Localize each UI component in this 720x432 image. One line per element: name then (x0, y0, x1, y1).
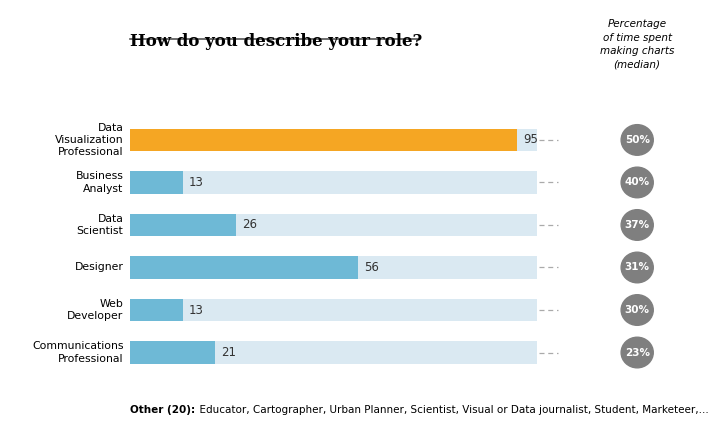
Text: Other (20):: Other (20): (130, 405, 194, 415)
Text: 37%: 37% (625, 220, 649, 230)
Text: 26: 26 (242, 219, 256, 232)
Text: 40%: 40% (625, 178, 649, 187)
Text: Designer: Designer (75, 263, 124, 273)
Bar (130, 257, 537, 279)
Text: Percentage
of time spent
making charts
(median): Percentage of time spent making charts (… (600, 19, 675, 69)
Text: 31%: 31% (625, 263, 649, 273)
Text: Communications
Professional: Communications Professional (32, 341, 124, 364)
Text: 23%: 23% (625, 347, 649, 358)
Text: Data
Visualization
Professional: Data Visualization Professional (55, 123, 124, 157)
Bar (130, 129, 517, 151)
Ellipse shape (621, 167, 653, 198)
Bar (130, 341, 537, 364)
Text: How do you describe your role?: How do you describe your role? (130, 33, 422, 50)
Ellipse shape (621, 295, 653, 325)
Ellipse shape (621, 337, 653, 368)
Bar (130, 341, 215, 364)
Text: 95: 95 (523, 133, 538, 146)
Bar (130, 299, 183, 321)
Text: Data
Scientist: Data Scientist (77, 214, 124, 236)
Bar (130, 257, 358, 279)
Bar (130, 299, 537, 321)
Ellipse shape (621, 252, 653, 283)
Text: 56: 56 (364, 261, 379, 274)
Ellipse shape (621, 125, 653, 155)
Text: 13: 13 (189, 176, 204, 189)
Text: 13: 13 (189, 304, 204, 317)
Text: 50%: 50% (625, 135, 649, 145)
Text: Educator, Cartographer, Urban Planner, Scientist, Visual or Data journalist, Stu: Educator, Cartographer, Urban Planner, S… (193, 405, 708, 415)
Bar (130, 129, 537, 151)
Text: 21: 21 (221, 346, 236, 359)
Text: Business
Analyst: Business Analyst (76, 171, 124, 194)
Bar (130, 172, 537, 194)
Text: Web
Developer: Web Developer (67, 299, 124, 321)
Ellipse shape (621, 210, 653, 240)
Text: 30%: 30% (625, 305, 649, 315)
Bar (130, 214, 235, 236)
Bar (130, 214, 537, 236)
Bar (130, 172, 183, 194)
